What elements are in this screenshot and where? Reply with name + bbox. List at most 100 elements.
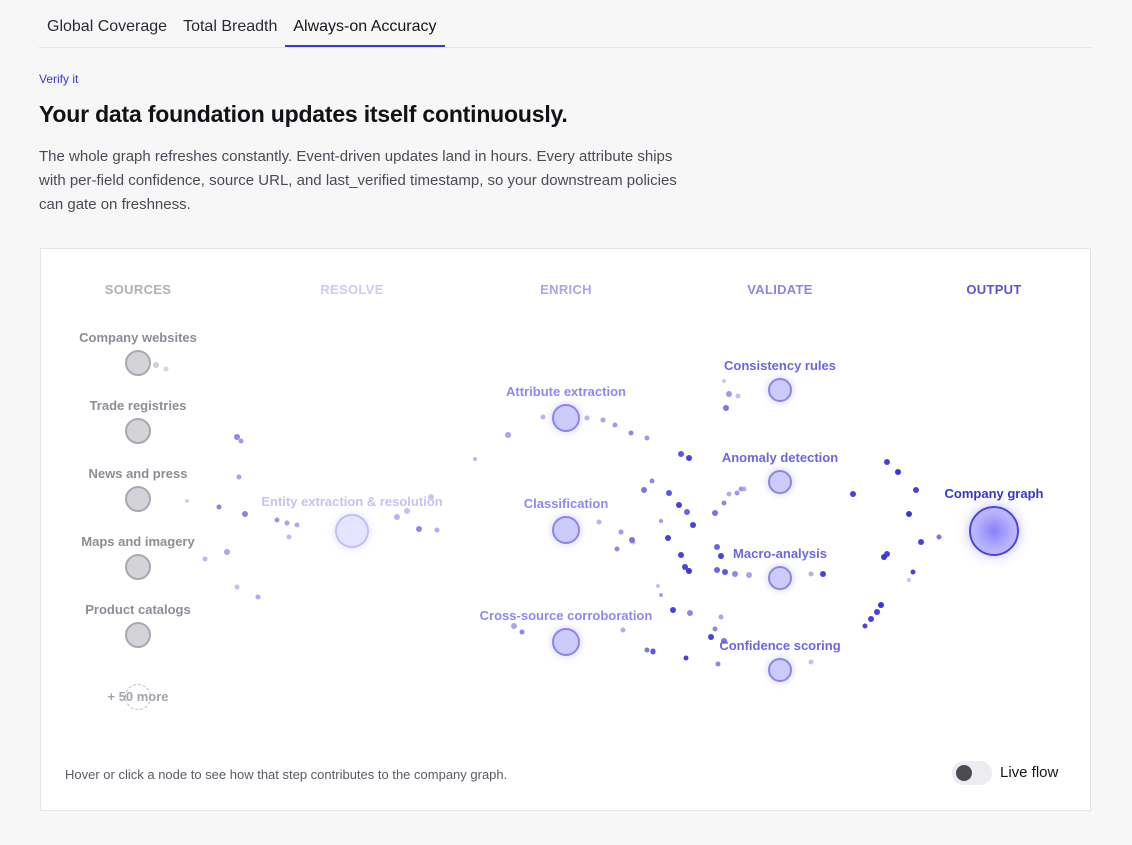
enrich-node-classification[interactable] (552, 516, 580, 544)
source-label[interactable]: News and press (88, 466, 188, 481)
flow-particle (394, 514, 400, 520)
flow-particle (722, 379, 726, 383)
validate-node-confidence-scoring[interactable] (768, 658, 792, 682)
live-flow-label[interactable]: Live flow (1000, 764, 1059, 781)
flow-particle (596, 519, 602, 525)
validate-node-consistency-rules[interactable] (768, 378, 792, 402)
flow-particle (686, 455, 692, 461)
flow-particle (185, 499, 189, 503)
flow-particle (234, 434, 240, 440)
validate-node-label[interactable]: Anomaly detection (721, 450, 839, 465)
flow-particle (820, 571, 826, 577)
flow-particle (715, 661, 721, 667)
flow-particle (656, 584, 660, 588)
output-node-label[interactable]: Company graph (944, 486, 1044, 501)
live-flow-toggle[interactable] (952, 761, 992, 785)
flow-particle (906, 511, 912, 517)
flow-particle (718, 614, 724, 620)
flow-particle (519, 629, 525, 635)
flow-particle (644, 647, 650, 653)
flow-particle (628, 430, 634, 436)
flow-particle (881, 554, 887, 560)
flow-particle (676, 502, 682, 508)
flow-particle (913, 487, 919, 493)
more-sources-label[interactable]: + 50 more (107, 689, 169, 704)
output-node-company-graph[interactable] (969, 506, 1019, 556)
flow-particle (850, 491, 856, 497)
flow-particle (884, 459, 890, 465)
source-label[interactable]: Maps and imagery (81, 534, 195, 549)
flow-particle (255, 594, 261, 600)
enrich-node-attribute-extraction[interactable] (552, 404, 580, 432)
flow-particle (473, 457, 477, 461)
flow-particle (274, 517, 280, 523)
flow-particle (630, 539, 636, 545)
enrich-node-label[interactable]: Cross-source corroboration (479, 608, 653, 623)
flow-particle (666, 490, 672, 496)
tab-global-coverage[interactable]: Global Coverage (47, 18, 168, 35)
flow-particle (690, 522, 696, 528)
flow-particle (884, 551, 890, 557)
source-label[interactable]: Company websites (79, 330, 197, 345)
flow-particle (659, 593, 663, 597)
validate-node-anomaly-detection[interactable] (768, 470, 792, 494)
tab-always-on-accuracy[interactable]: Always-on Accuracy (285, 10, 445, 47)
validate-node-label[interactable]: Confidence scoring (719, 638, 841, 653)
source-node-product-catalogs[interactable] (125, 622, 151, 648)
flow-particle (670, 607, 676, 613)
flow-particle (687, 610, 693, 616)
validate-node-macro-analysis[interactable] (768, 566, 792, 590)
source-node-news-and-press[interactable] (125, 486, 151, 512)
flow-particle (618, 529, 624, 535)
stage-header-validate: VALIDATE (747, 282, 813, 297)
resolve-node-label[interactable]: Entity extraction & resolution (261, 494, 443, 509)
flow-particle (614, 546, 620, 552)
flow-particle (641, 487, 647, 493)
enrich-node-label[interactable]: Classification (523, 496, 609, 511)
flow-particle (746, 572, 752, 578)
flow-particle (712, 626, 718, 632)
source-node-maps-and-imagery[interactable] (125, 554, 151, 580)
stage-header-sources: SOURCES (104, 282, 172, 297)
stage-header-enrich: ENRICH (540, 282, 592, 297)
flow-particle (242, 511, 248, 517)
flow-particle (659, 519, 663, 523)
flow-particle (738, 486, 744, 492)
flow-particle (584, 415, 590, 421)
source-node-trade-registries[interactable] (125, 418, 151, 444)
hint-text: Hover or click a node to see how that st… (65, 767, 508, 782)
flow-particle (644, 435, 650, 441)
flow-particle (808, 659, 814, 665)
flow-particle (286, 534, 292, 540)
flow-particle (649, 478, 655, 484)
flow-particle (234, 584, 240, 590)
enrich-node-cross-source-corroboration[interactable] (552, 628, 580, 656)
validate-node-label[interactable]: Consistency rules (724, 358, 836, 373)
flow-particle (238, 438, 244, 444)
flow-particle (735, 393, 741, 399)
flow-particle (734, 490, 740, 496)
flow-particle (224, 549, 230, 555)
flow-particle (721, 500, 727, 506)
flow-particle (629, 537, 635, 543)
source-node-company-websites[interactable] (125, 350, 151, 376)
flow-particle (236, 474, 242, 480)
flow-particle (726, 391, 732, 397)
flow-particle (910, 569, 916, 575)
tab-total-breadth[interactable]: Total Breadth (183, 18, 278, 35)
source-label[interactable]: Trade registries (89, 398, 187, 413)
flow-particle (650, 648, 656, 654)
flow-particle (808, 571, 814, 577)
flow-particle (714, 544, 720, 550)
flow-particle (163, 366, 169, 372)
tab-bar: Global Coverage Total Breadth Always-on … (39, 10, 1091, 48)
resolve-node[interactable] (335, 514, 369, 548)
flow-particle (153, 362, 159, 368)
source-label[interactable]: Product catalogs (85, 602, 191, 617)
enrich-node-label[interactable]: Attribute extraction (506, 384, 626, 399)
page-title: Your data foundation updates itself cont… (39, 101, 568, 127)
page-description: The whole graph refreshes constantly. Ev… (39, 148, 677, 213)
flow-particle (732, 571, 738, 577)
flow-particle (712, 510, 718, 516)
validate-node-label[interactable]: Macro-analysis (733, 546, 827, 561)
